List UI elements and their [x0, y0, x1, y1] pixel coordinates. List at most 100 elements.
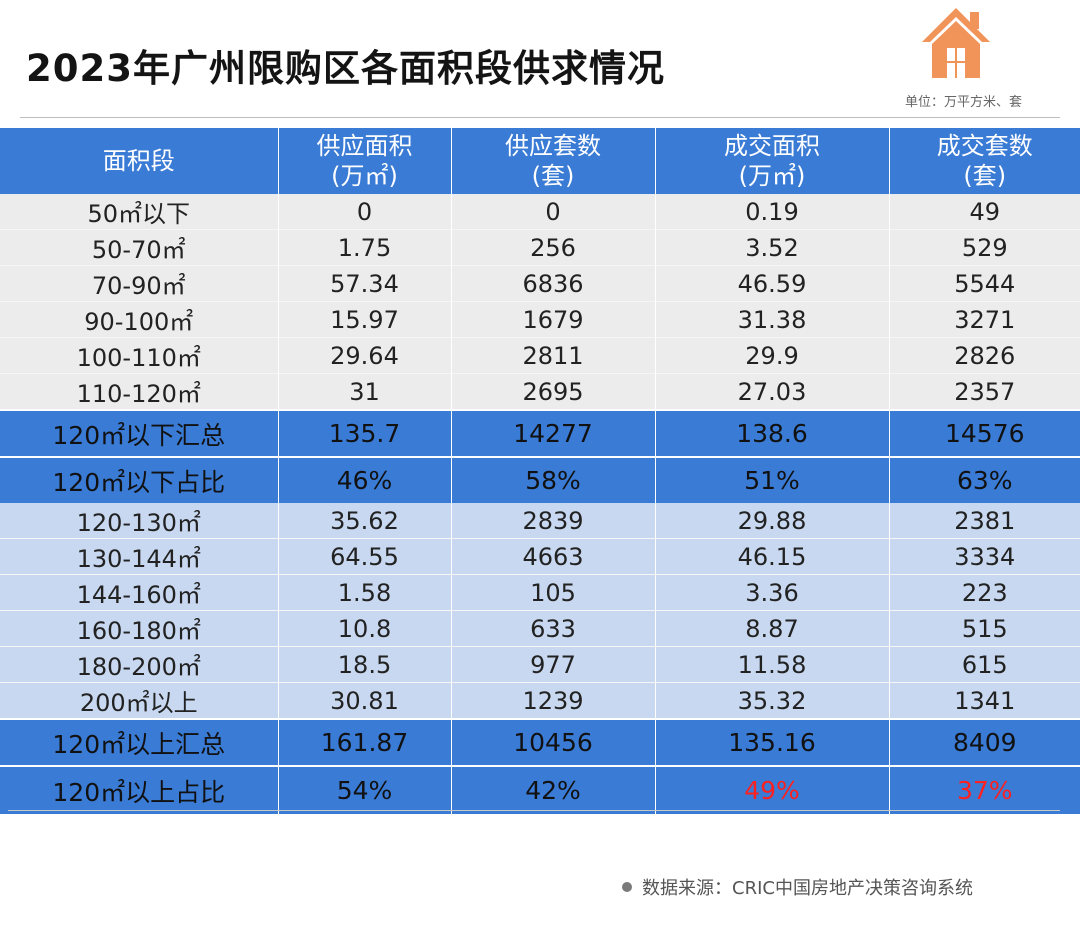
- table-cell: 3271: [889, 301, 1080, 338]
- table-cell: 64.55: [278, 538, 452, 575]
- summary-row-below-120-share: 120㎡以下占比 46% 58% 51% 63%: [0, 456, 1080, 503]
- column-header-line2: (套): [531, 162, 575, 190]
- column-header-line1: 供应面积: [316, 132, 413, 160]
- table-row: 50-70㎡ 1.75 256 3.52 529: [0, 229, 1080, 266]
- table-cell: 161.87: [278, 718, 452, 766]
- column-header-line2: (套): [963, 162, 1007, 190]
- house-chimney: [970, 12, 979, 29]
- column-header-line1: 面积段: [102, 147, 175, 175]
- table-cell: 1.75: [278, 229, 452, 266]
- data-source-text: 数据来源：CRIC中国房地产决策咨询系统: [642, 878, 973, 899]
- house-roof: [922, 8, 990, 42]
- column-header: 面积段: [0, 128, 279, 194]
- table-cell: 8.87: [655, 610, 890, 647]
- table-row: 70-90㎡ 57.34 6836 46.59 5544: [0, 265, 1080, 302]
- row-label: 120㎡以上汇总: [0, 718, 279, 766]
- table-cell: 2695: [451, 373, 656, 410]
- table-cell: 35.32: [655, 682, 890, 719]
- table-cell: 63%: [889, 456, 1080, 503]
- table-cell: 29.9: [655, 337, 890, 374]
- data-source: 数据来源：CRIC中国房地产决策咨询系统: [622, 874, 973, 900]
- row-label: 144-160㎡: [0, 574, 279, 611]
- table-cell: 2381: [889, 503, 1080, 539]
- supply-demand-table: 面积段 供应面积 (万㎡) 供应套数 (套) 成交面积 (万㎡) 成交套数 (套) 50㎡以下 0 0…: [0, 128, 1080, 814]
- table-cell: 27.03: [655, 373, 890, 410]
- column-header: 供应面积 (万㎡): [278, 128, 452, 194]
- row-label: 110-120㎡: [0, 373, 279, 410]
- table-cell: 18.5: [278, 646, 452, 683]
- row-label: 120-130㎡: [0, 503, 279, 539]
- table-row: 160-180㎡ 10.8 633 8.87 515: [0, 610, 1080, 647]
- row-label: 120㎡以下汇总: [0, 409, 279, 457]
- row-label: 180-200㎡: [0, 646, 279, 683]
- table-cell: 29.64: [278, 337, 452, 374]
- table-cell: 35.62: [278, 503, 452, 539]
- table-cell: 51%: [655, 456, 890, 503]
- table-row: 50㎡以下 0 0 0.19 49: [0, 194, 1080, 230]
- table-cell: 3.36: [655, 574, 890, 611]
- table-cell: 515: [889, 610, 1080, 647]
- table-cell: 8409: [889, 718, 1080, 766]
- table-row: 130-144㎡ 64.55 4663 46.15 3334: [0, 538, 1080, 575]
- bottom-divider: [8, 810, 1060, 811]
- table-cell: 0: [278, 194, 452, 230]
- table-cell: 0.19: [655, 194, 890, 230]
- row-label: 130-144㎡: [0, 538, 279, 575]
- table-cell: 529: [889, 229, 1080, 266]
- table-cell: 135.7: [278, 409, 452, 457]
- table-cell: 46%: [278, 456, 452, 503]
- table-row: 110-120㎡ 31 2695 27.03 2357: [0, 373, 1080, 410]
- table-cell: 49: [889, 194, 1080, 230]
- row-label: 120㎡以下占比: [0, 456, 279, 503]
- top-divider: [20, 117, 1060, 118]
- row-label: 50-70㎡: [0, 229, 279, 266]
- row-label: 90-100㎡: [0, 301, 279, 338]
- house-icon: [922, 8, 990, 78]
- table-cell: 46.59: [655, 265, 890, 302]
- row-label: 70-90㎡: [0, 265, 279, 302]
- row-label: 200㎡以上: [0, 682, 279, 719]
- table-cell: 138.6: [655, 409, 890, 457]
- table-cell: 4663: [451, 538, 656, 575]
- table-cell: 10.8: [278, 610, 452, 647]
- table-cell: 6836: [451, 265, 656, 302]
- table-cell: 14576: [889, 409, 1080, 457]
- column-header-line2: (万㎡): [738, 162, 806, 190]
- table-cell: 3.52: [655, 229, 890, 266]
- column-header-line1: 供应套数: [505, 132, 601, 160]
- table-cell: 37%: [889, 765, 1080, 814]
- table-row: 200㎡以上 30.81 1239 35.32 1341: [0, 682, 1080, 719]
- summary-row-below-120-total: 120㎡以下汇总 135.7 14277 138.6 14576: [0, 409, 1080, 457]
- table-row: 144-160㎡ 1.58 105 3.36 223: [0, 574, 1080, 611]
- table-cell: 10456: [451, 718, 656, 766]
- table-row: 90-100㎡ 15.97 1679 31.38 3271: [0, 301, 1080, 338]
- table-cell: 5544: [889, 265, 1080, 302]
- table-cell: 0: [451, 194, 656, 230]
- table-cell: 135.16: [655, 718, 890, 766]
- table-row: 180-200㎡ 18.5 977 11.58 615: [0, 646, 1080, 683]
- table-cell: 31: [278, 373, 452, 410]
- column-header-line1: 成交套数: [936, 132, 1033, 160]
- summary-row-above-120-total: 120㎡以上汇总 161.87 10456 135.16 8409: [0, 718, 1080, 766]
- row-label: 100-110㎡: [0, 337, 279, 374]
- table-cell: 223: [889, 574, 1080, 611]
- table-cell: 54%: [278, 765, 452, 814]
- table-cell: 31.38: [655, 301, 890, 338]
- table-cell: 2811: [451, 337, 656, 374]
- table-row: 100-110㎡ 29.64 2811 29.9 2826: [0, 337, 1080, 374]
- table-cell: 3334: [889, 538, 1080, 575]
- table-cell: 15.97: [278, 301, 452, 338]
- table-cell: 46.15: [655, 538, 890, 575]
- table-cell: 977: [451, 646, 656, 683]
- row-label: 120㎡以上占比: [0, 765, 279, 814]
- table-cell: 2357: [889, 373, 1080, 410]
- table-cell: 2826: [889, 337, 1080, 374]
- row-label: 160-180㎡: [0, 610, 279, 647]
- row-label: 50㎡以下: [0, 194, 279, 230]
- table-cell: 615: [889, 646, 1080, 683]
- column-header-line2: (万㎡): [331, 162, 398, 190]
- table-cell: 11.58: [655, 646, 890, 683]
- page-title: 2023年广州限购区各面积段供求情况: [26, 47, 665, 90]
- table-cell: 14277: [451, 409, 656, 457]
- table-cell: 633: [451, 610, 656, 647]
